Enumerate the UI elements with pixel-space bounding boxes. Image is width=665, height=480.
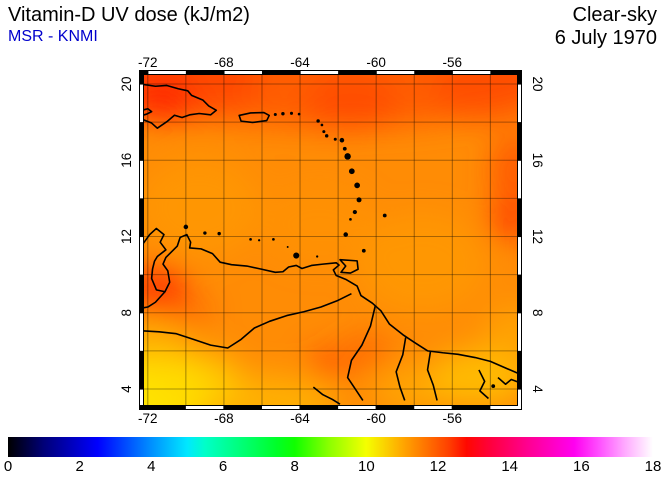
colorbar bbox=[8, 437, 653, 457]
left-axis-tick-label: 8 bbox=[119, 309, 134, 317]
bottom-axis-tick-label: -68 bbox=[214, 411, 234, 426]
bottom-axis-tick-label: -56 bbox=[443, 411, 463, 426]
colorbar-tick-label: 0 bbox=[3, 458, 13, 475]
figure-subtitle: MSR - KNMI bbox=[8, 28, 98, 45]
right-axis-tick-label: 20 bbox=[530, 76, 545, 91]
bottom-axis-tick-label: -72 bbox=[138, 411, 158, 426]
axis-labels: -72 -72 -68 -68 -64 -64 -60 -60 -56 -56 4 4 8 8 12 12 16… bbox=[119, 55, 545, 426]
map-figure: -72 -72 -68 -68 -64 -64 -60 -60 -56 -56 4 4 8 8 12 12 16… bbox=[110, 52, 560, 440]
top-axis-tick-label: -68 bbox=[214, 55, 234, 70]
date-label: 6 July 1970 bbox=[554, 27, 657, 49]
axis-ticks bbox=[139, 70, 522, 410]
right-axis-tick-label: 12 bbox=[530, 229, 545, 244]
left-axis-tick-label: 4 bbox=[119, 385, 134, 393]
coastline-path bbox=[142, 84, 519, 404]
left-axis-tick-label: 16 bbox=[119, 153, 134, 168]
figure-title: Vitamin-D UV dose (kJ/m2) bbox=[8, 4, 250, 26]
right-axis-tick-label: 16 bbox=[530, 153, 545, 168]
top-axis-tick-label: -72 bbox=[138, 55, 158, 70]
top-axis-tick-label: -64 bbox=[290, 55, 310, 70]
colorbar-tick-label: 4 bbox=[147, 458, 156, 475]
bottom-axis-tick-label: -64 bbox=[290, 411, 310, 426]
right-axis-tick-label: 4 bbox=[530, 385, 545, 393]
condition-label: Clear-sky bbox=[572, 4, 657, 26]
top-axis-tick-label: -56 bbox=[443, 55, 463, 70]
frame-outer-border bbox=[139, 70, 522, 410]
colorbar-tick-label: 6 bbox=[218, 458, 228, 475]
left-axis-tick-label: 20 bbox=[119, 76, 134, 91]
top-axis-tick-label: -60 bbox=[366, 55, 386, 70]
frame-inner-border bbox=[143, 74, 518, 406]
island-dots bbox=[183, 111, 496, 389]
map-canvas bbox=[142, 75, 519, 405]
colorbar-tick-label: 10 bbox=[357, 458, 375, 475]
grid-lines bbox=[144, 75, 517, 405]
bottom-axis-tick-label: -60 bbox=[366, 411, 386, 426]
colorbar-tick-label: 16 bbox=[572, 458, 590, 475]
left-axis-tick-label: 12 bbox=[119, 229, 134, 244]
colorbar-labels: 0 2 4 6 8 10 12 14 16 18 bbox=[0, 458, 665, 478]
right-axis-tick-label: 8 bbox=[530, 309, 545, 317]
colorbar-tick-label: 18 bbox=[644, 458, 662, 475]
map-svg: -72 -72 -68 -68 -64 -64 -60 -60 -56 -56 4 4 8 8 12 12 16… bbox=[119, 55, 545, 426]
colorbar-tick-label: 12 bbox=[429, 458, 447, 475]
colorbar-tick-label: 14 bbox=[501, 458, 518, 475]
colorbar-tick-label: 2 bbox=[75, 458, 84, 475]
colorbar-tick-label: 8 bbox=[290, 458, 299, 475]
checker-border bbox=[139, 70, 522, 410]
